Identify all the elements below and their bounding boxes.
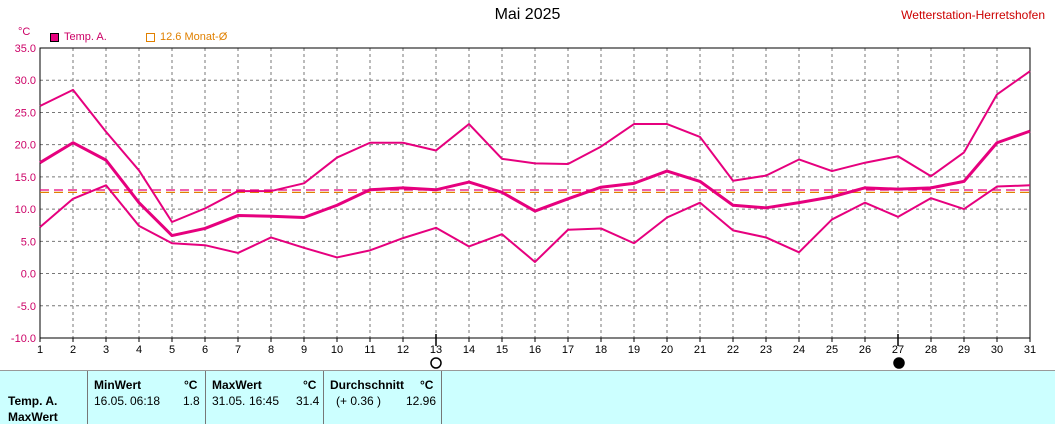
legend-series-swatch: [50, 32, 59, 42]
panel-divider: [323, 371, 324, 424]
x-tick-label: 9: [301, 344, 307, 356]
x-tick-label: 3: [103, 344, 109, 356]
y-tick-label: 25.0: [15, 107, 36, 119]
min-time: 06:18: [130, 394, 161, 408]
full-moon-icon: [893, 357, 905, 369]
avg-header: Durchschnitt: [330, 378, 405, 392]
panel-divider: [87, 371, 88, 424]
max-unit: °C: [303, 378, 317, 392]
temperature-chart: 35.030.025.020.015.010.05.00.0-5.0-10.01…: [11, 43, 1036, 369]
x-tick-label: 22: [727, 344, 739, 356]
x-tick-label: 17: [562, 344, 574, 356]
x-tick-label: 31: [1024, 344, 1036, 356]
y-tick-label: 30.0: [15, 75, 36, 87]
max-header: MaxWert: [212, 378, 262, 392]
x-tick-label: 12: [397, 344, 409, 356]
avg-diff: (+ 0.36 ): [336, 394, 382, 408]
x-tick-label: 16: [529, 344, 541, 356]
max-value: 31.4: [296, 394, 320, 408]
min-unit: °C: [184, 378, 198, 392]
x-tick-label: 15: [496, 344, 508, 356]
x-tick-label: 19: [628, 344, 640, 356]
x-tick-label: 10: [331, 344, 343, 356]
x-tick-label: 8: [268, 344, 274, 356]
x-tick-label: 23: [760, 344, 772, 356]
y-tick-label: 20.0: [15, 140, 36, 152]
y-axis-unit: °C: [18, 26, 31, 38]
x-tick-label: 2: [70, 344, 76, 356]
max-date: 31.05.: [212, 394, 246, 408]
x-tick-label: 28: [925, 344, 937, 356]
x-tick-label: 14: [463, 344, 475, 356]
x-tick-label: 13: [430, 344, 442, 356]
legend-average-label: 12.6 Monat-Ø: [160, 31, 228, 43]
avg-value: 12.96: [406, 394, 437, 408]
panel-divider: [205, 371, 206, 424]
x-tick-label: 1: [37, 344, 43, 356]
x-tick-label: 18: [595, 344, 607, 356]
y-tick-label: -5.0: [17, 301, 36, 313]
x-tick-label: 30: [991, 344, 1003, 356]
y-tick-label: 0.0: [21, 269, 36, 281]
series-line: [39, 129, 1031, 238]
station-name: Wetterstation-Herretshofen: [901, 8, 1045, 22]
row-label-maxwert: MaxWert: [8, 410, 58, 424]
legend-series: Temp. A.: [50, 31, 107, 43]
x-tick-label: 24: [793, 344, 805, 356]
x-tick-label: 27: [892, 344, 904, 356]
y-tick-label: -10.0: [11, 333, 36, 345]
legend-series-label: Temp. A.: [64, 31, 107, 43]
x-tick-label: 26: [859, 344, 871, 356]
panel-divider: [441, 371, 442, 424]
series-line: [39, 184, 1031, 263]
legend-average: 12.6 Monat-Ø: [146, 31, 227, 43]
max-time: 16:45: [249, 394, 280, 408]
min-header: MinWert: [94, 378, 142, 392]
min-date: 16.05.: [94, 394, 128, 408]
min-value: 1.8: [183, 394, 200, 408]
x-tick-label: 6: [202, 344, 208, 356]
legend-average-swatch: [146, 32, 155, 42]
avg-unit: °C: [420, 378, 434, 392]
x-tick-label: 21: [694, 344, 706, 356]
y-tick-label: 15.0: [15, 172, 36, 184]
x-tick-label: 7: [235, 344, 241, 356]
x-tick-label: 20: [661, 344, 673, 356]
y-tick-label: 35.0: [15, 43, 36, 55]
y-tick-label: 10.0: [15, 204, 36, 216]
x-tick-label: 11: [364, 344, 375, 356]
x-tick-label: 4: [136, 344, 142, 356]
x-tick-label: 25: [826, 344, 838, 356]
new-moon-icon: [430, 357, 442, 369]
x-tick-label: 5: [169, 344, 175, 356]
x-tick-label: 29: [958, 344, 970, 356]
y-tick-label: 5.0: [21, 236, 36, 248]
chart-title: Mai 2025: [494, 6, 561, 23]
stats-panel: Temp. A. MaxWert MinWert °C 16.05. 06:18…: [0, 370, 1055, 424]
row-label-temp: Temp. A.: [8, 394, 58, 408]
series-line: [39, 70, 1031, 223]
